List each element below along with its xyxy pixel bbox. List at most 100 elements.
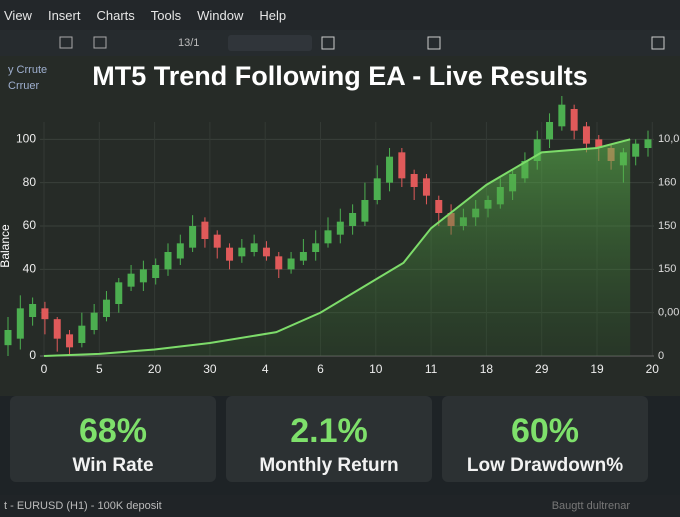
y-tick-label: 80 [23,175,37,189]
candle-body [78,325,86,343]
icon[interactable] [93,36,107,49]
candle-body [312,243,320,252]
y-tick-label: 40 [23,262,37,276]
candle-body [435,200,443,213]
menu-item[interactable]: Charts [96,7,135,23]
menu-bar: View Insert Charts Tools Window Help [0,0,680,30]
toolbar: 13/1 [0,30,680,56]
candle-body [16,308,24,339]
candle-body [213,234,221,248]
zoom: 13/1 [178,37,199,49]
menu-item[interactable]: Help [259,7,287,23]
menu-item[interactable]: Window [197,7,244,23]
stat-card: 68% Win Rate [10,396,216,482]
candle-body [41,308,49,320]
candle-body [410,174,418,187]
equity-area [44,139,631,356]
candle-body [422,178,430,196]
stat-card: 2.1% Monthly Return [226,396,432,482]
candle-body [324,230,332,244]
candle-body [139,269,147,283]
candle-body [262,247,270,257]
menu-item[interactable]: Tools [150,7,182,23]
x-tick-label: 4 [262,362,269,376]
candle-body [189,226,197,248]
candle-body [176,243,184,259]
stat-card: 60% Low Drawdown% [442,396,648,482]
menu-item[interactable]: View [4,7,32,23]
x-tick-label: 5 [96,362,103,376]
right-axis-label: 150 [658,220,676,232]
x-tick-label: 18 [480,362,494,376]
candle-body [164,252,172,270]
candle-body [361,200,369,222]
y-tick-label: 100 [16,132,36,146]
candle-body [152,265,160,278]
candle-body [582,126,590,144]
right-axis-label: 0,00 [658,307,679,319]
x-tick-label: 20 [148,362,162,376]
x-tick-label: 30 [203,362,217,376]
candle-body [238,247,246,257]
icon[interactable] [321,36,335,50]
symbol: Crruer [8,80,40,92]
candle-body [275,256,283,270]
candle-body [533,139,541,161]
x-tick-label: 20 [646,362,660,376]
candle-body [29,304,37,317]
right-axis-label: 150 [658,263,676,275]
right-axis-label: 0 [658,350,664,362]
candle-body [558,104,566,127]
status-left: t - EURUSD (H1) - 100K deposit [4,500,162,512]
candle-body [373,178,381,200]
candle-body [90,312,98,330]
stat-label: Monthly Return [259,455,399,476]
candle-body [226,247,234,261]
candle-body [102,299,110,317]
right-axis-label: 160 [658,177,676,189]
icon[interactable] [651,36,665,50]
chart: y Crrute Crruer MT5 Trend Following EA -… [0,56,680,396]
y-tick-label: 0 [29,348,36,362]
candle-body [546,122,554,140]
candle-body [595,139,603,148]
candle-body [250,243,258,252]
x-tick-label: 10 [369,362,383,376]
candle-body [632,143,640,157]
candle-body [644,139,652,148]
dropdown[interactable] [228,35,312,51]
stat-value: 2.1% [290,412,368,450]
stat-value: 68% [78,412,148,450]
status-bar: t - EURUSD (H1) - 100K deposit Baugtt du… [0,495,680,517]
x-tick-label: 0 [41,362,48,376]
y-tick-label: 60 [23,218,37,232]
candle-body [398,152,406,179]
stat-label: Win Rate [72,455,154,476]
stat-value: 60% [510,412,580,450]
candle-body [4,330,12,346]
symbol: y Crrute [8,64,47,76]
candle-body [201,221,209,239]
candle-body [299,252,307,261]
status-right: Baugtt dultrenar [551,500,630,512]
x-tick-label: 19 [590,362,604,376]
toolbar-icons: 13/1 [59,35,665,51]
candle-body [53,319,61,339]
icon[interactable] [59,36,73,49]
candle-body [66,334,74,348]
menu-item[interactable]: Insert [47,7,81,23]
candle-body [336,221,344,235]
icon[interactable] [427,36,441,50]
right-axis-label: 10,0 [658,133,679,145]
candle-body [570,109,578,131]
candle-body [115,282,123,304]
candle-body [287,258,295,270]
stat-label: Low Drawdown% [466,455,624,476]
x-tick-label: 11 [425,362,438,376]
candle-body [386,156,394,183]
equity-line [43,138,631,357]
y-label: Balance [0,224,12,268]
x-tick-label: 6 [317,362,324,376]
x-tick-label: 29 [535,362,549,376]
